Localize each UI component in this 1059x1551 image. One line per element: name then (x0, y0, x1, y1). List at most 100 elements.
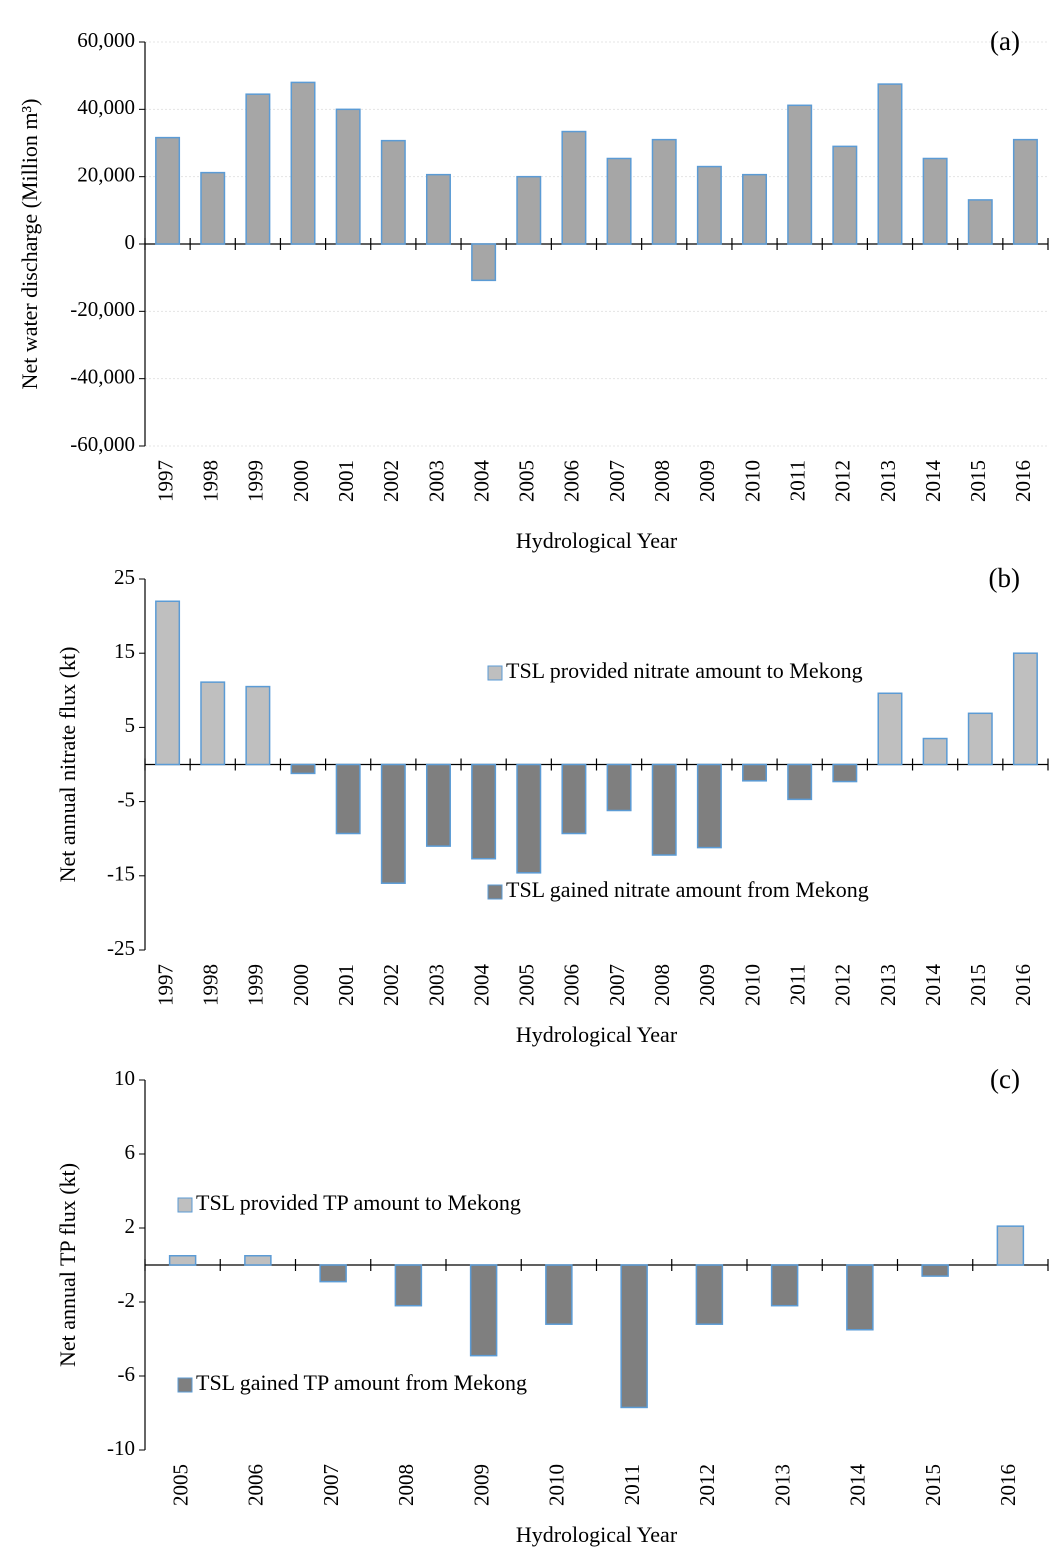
bar (561, 130, 587, 245)
x-tick-label: 2005 (168, 1464, 192, 1506)
panel-label: (c) (990, 1064, 1020, 1094)
x-tick-label: 1998 (199, 460, 223, 502)
bar (770, 1264, 799, 1307)
y-tick-label: 15 (114, 639, 135, 663)
bar (695, 1264, 724, 1325)
x-tick-label: 2004 (469, 964, 493, 1007)
legend-label: TSL provided TP amount to Mekong (196, 1190, 521, 1215)
bar (335, 763, 361, 835)
x-tick-label: 2007 (605, 964, 629, 1006)
bar (787, 763, 813, 801)
y-tick-label: -25 (107, 936, 135, 960)
x-tick-label: 2009 (695, 460, 719, 502)
x-tick-label: 2004 (469, 460, 493, 503)
bar (200, 681, 226, 766)
bar (380, 763, 406, 884)
bar (606, 157, 632, 245)
bar (471, 763, 497, 860)
y-tick-label: 25 (114, 565, 135, 589)
legend-label: TSL provided nitrate amount to Mekong (506, 658, 863, 683)
bar (168, 1255, 197, 1266)
x-tick-label: 2010 (740, 460, 764, 502)
x-tick-label: 2007 (319, 1464, 343, 1506)
bar (922, 157, 948, 245)
x-tick-label: 2015 (966, 964, 990, 1006)
x-tick-label: 2016 (1011, 964, 1035, 1006)
x-tick-label: 2010 (740, 964, 764, 1006)
x-tick-label: 2014 (846, 1464, 870, 1507)
bar (561, 763, 587, 835)
y-tick-label: -15 (107, 862, 135, 886)
bar (696, 165, 722, 245)
x-tick-label: 2006 (244, 1464, 268, 1506)
legend-label: TSL gained TP amount from Mekong (196, 1370, 527, 1395)
x-tick-label: 1999 (244, 460, 268, 502)
x-axis-title: Hydrological Year (516, 1022, 678, 1047)
y-tick-label: -20,000 (70, 297, 135, 321)
x-tick-label: 2001 (334, 964, 358, 1006)
x-tick-label: 2016 (996, 1464, 1020, 1506)
bar (967, 712, 993, 766)
bar (319, 1264, 347, 1283)
bar (245, 93, 271, 245)
x-tick-label: 2002 (379, 460, 403, 502)
bar (155, 600, 181, 766)
bar (922, 737, 948, 766)
x-axis-title: Hydrological Year (516, 1522, 678, 1547)
bar (200, 171, 226, 245)
x-tick-label: 2012 (831, 964, 855, 1006)
bar (425, 173, 451, 245)
y-tick-label: 40,000 (77, 95, 135, 119)
x-tick-label: 2001 (334, 460, 358, 502)
x-tick-label: 2009 (469, 1464, 493, 1506)
x-tick-label: 2010 (545, 1464, 569, 1506)
x-tick-label: 2009 (695, 964, 719, 1006)
bar (696, 763, 722, 849)
bar (469, 1264, 498, 1357)
bar (545, 1264, 573, 1325)
bar (516, 175, 542, 245)
bar (787, 104, 813, 245)
x-tick-label: 2012 (695, 1464, 719, 1506)
x-tick-label: 2003 (424, 460, 448, 502)
y-tick-label: -6 (118, 1362, 136, 1386)
y-tick-label: -40,000 (70, 364, 135, 388)
bar (471, 243, 497, 282)
x-tick-label: 2000 (289, 460, 313, 502)
y-tick-label: 6 (125, 1140, 136, 1164)
y-tick-label: -60,000 (70, 432, 135, 456)
bar (877, 83, 903, 245)
y-tick-label: 20,000 (77, 162, 135, 186)
panel-label: (a) (990, 26, 1020, 56)
bar (921, 1264, 949, 1277)
y-tick-label: -10 (107, 1436, 135, 1460)
bar (290, 763, 316, 775)
legend-swatch (177, 1197, 193, 1213)
y-tick-label: -5 (118, 787, 136, 811)
x-tick-label: 2000 (289, 964, 313, 1006)
bar (620, 1264, 648, 1409)
x-axis-title: Hydrological Year (516, 528, 678, 553)
x-tick-label: 2013 (876, 964, 900, 1006)
x-tick-label: 2011 (785, 460, 809, 501)
x-tick-label: 1999 (244, 964, 268, 1006)
x-tick-label: 2014 (921, 460, 945, 503)
x-tick-label: 2006 (560, 964, 584, 1006)
x-tick-label: 2011 (620, 1464, 644, 1505)
x-tick-label: 2008 (650, 964, 674, 1006)
bar (335, 108, 361, 245)
bar (245, 685, 271, 766)
x-tick-label: 2013 (770, 1464, 794, 1506)
y-axis-title: Net annual nitrate flux (kt) (55, 647, 80, 883)
x-tick-label: 2013 (876, 460, 900, 502)
x-tick-label: 2003 (424, 964, 448, 1006)
legend-swatch (487, 665, 503, 681)
y-tick-label: 2 (125, 1214, 136, 1238)
bar (606, 763, 632, 812)
bar (394, 1264, 423, 1307)
x-tick-label: 2005 (515, 964, 539, 1006)
bar (651, 138, 677, 245)
bar (516, 763, 542, 874)
x-tick-label: 2015 (966, 460, 990, 502)
